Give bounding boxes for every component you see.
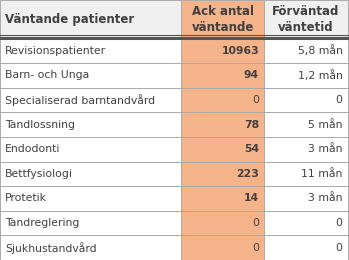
Bar — [181, 63, 264, 88]
Bar — [181, 0, 264, 38]
Bar — [0, 38, 181, 63]
Bar — [0, 186, 181, 211]
Bar — [264, 211, 348, 235]
Text: 223: 223 — [236, 169, 259, 179]
Text: 1,2 mån: 1,2 mån — [298, 70, 343, 81]
Bar — [264, 161, 348, 186]
Text: Revisionspatienter: Revisionspatienter — [5, 46, 106, 56]
Text: 78: 78 — [244, 120, 259, 130]
Text: Barn- och Unga: Barn- och Unga — [5, 70, 89, 80]
Bar — [264, 0, 348, 38]
Text: Ack antal
väntande: Ack antal väntande — [191, 5, 254, 34]
Bar — [0, 211, 181, 235]
Text: 0: 0 — [335, 95, 343, 105]
Text: 0: 0 — [335, 218, 343, 228]
Text: 0: 0 — [252, 243, 259, 253]
Text: 11 mån: 11 mån — [301, 169, 343, 179]
Bar — [264, 38, 348, 63]
Text: Endodonti: Endodonti — [5, 144, 61, 154]
Bar — [181, 112, 264, 137]
Text: 0: 0 — [252, 95, 259, 105]
Text: Protetik: Protetik — [5, 193, 47, 204]
Bar — [0, 235, 181, 260]
Bar — [181, 38, 264, 63]
Bar — [0, 88, 181, 112]
Text: Sjukhustandvård: Sjukhustandvård — [5, 242, 97, 254]
Bar — [181, 161, 264, 186]
Text: 54: 54 — [244, 144, 259, 154]
Bar — [264, 186, 348, 211]
Bar — [0, 161, 181, 186]
Text: 3 mån: 3 mån — [308, 144, 343, 154]
Text: Väntande patienter: Väntande patienter — [5, 13, 134, 26]
Text: 5,8 mån: 5,8 mån — [298, 45, 343, 56]
Text: 5 mån: 5 mån — [308, 120, 343, 130]
Text: 14: 14 — [244, 193, 259, 204]
Bar — [264, 63, 348, 88]
Text: 0: 0 — [252, 218, 259, 228]
Bar — [264, 112, 348, 137]
Bar — [0, 0, 181, 38]
Text: 10963: 10963 — [221, 46, 259, 56]
Bar — [264, 235, 348, 260]
Text: Bettfysiologi: Bettfysiologi — [5, 169, 73, 179]
Bar — [181, 137, 264, 161]
Bar — [264, 137, 348, 161]
Text: 0: 0 — [335, 243, 343, 253]
Bar — [0, 112, 181, 137]
Bar — [264, 88, 348, 112]
Bar — [0, 137, 181, 161]
Bar — [0, 63, 181, 88]
Bar — [181, 211, 264, 235]
Text: Tandreglering: Tandreglering — [5, 218, 80, 228]
Text: Förväntad
väntetid: Förväntad väntetid — [272, 5, 340, 34]
Bar — [181, 88, 264, 112]
Bar — [181, 235, 264, 260]
Text: 3 mån: 3 mån — [308, 193, 343, 204]
Bar — [181, 186, 264, 211]
Text: Tandlossning: Tandlossning — [5, 120, 75, 130]
Text: 94: 94 — [244, 70, 259, 80]
Text: Specialiserad barntandvård: Specialiserad barntandvård — [5, 94, 155, 106]
